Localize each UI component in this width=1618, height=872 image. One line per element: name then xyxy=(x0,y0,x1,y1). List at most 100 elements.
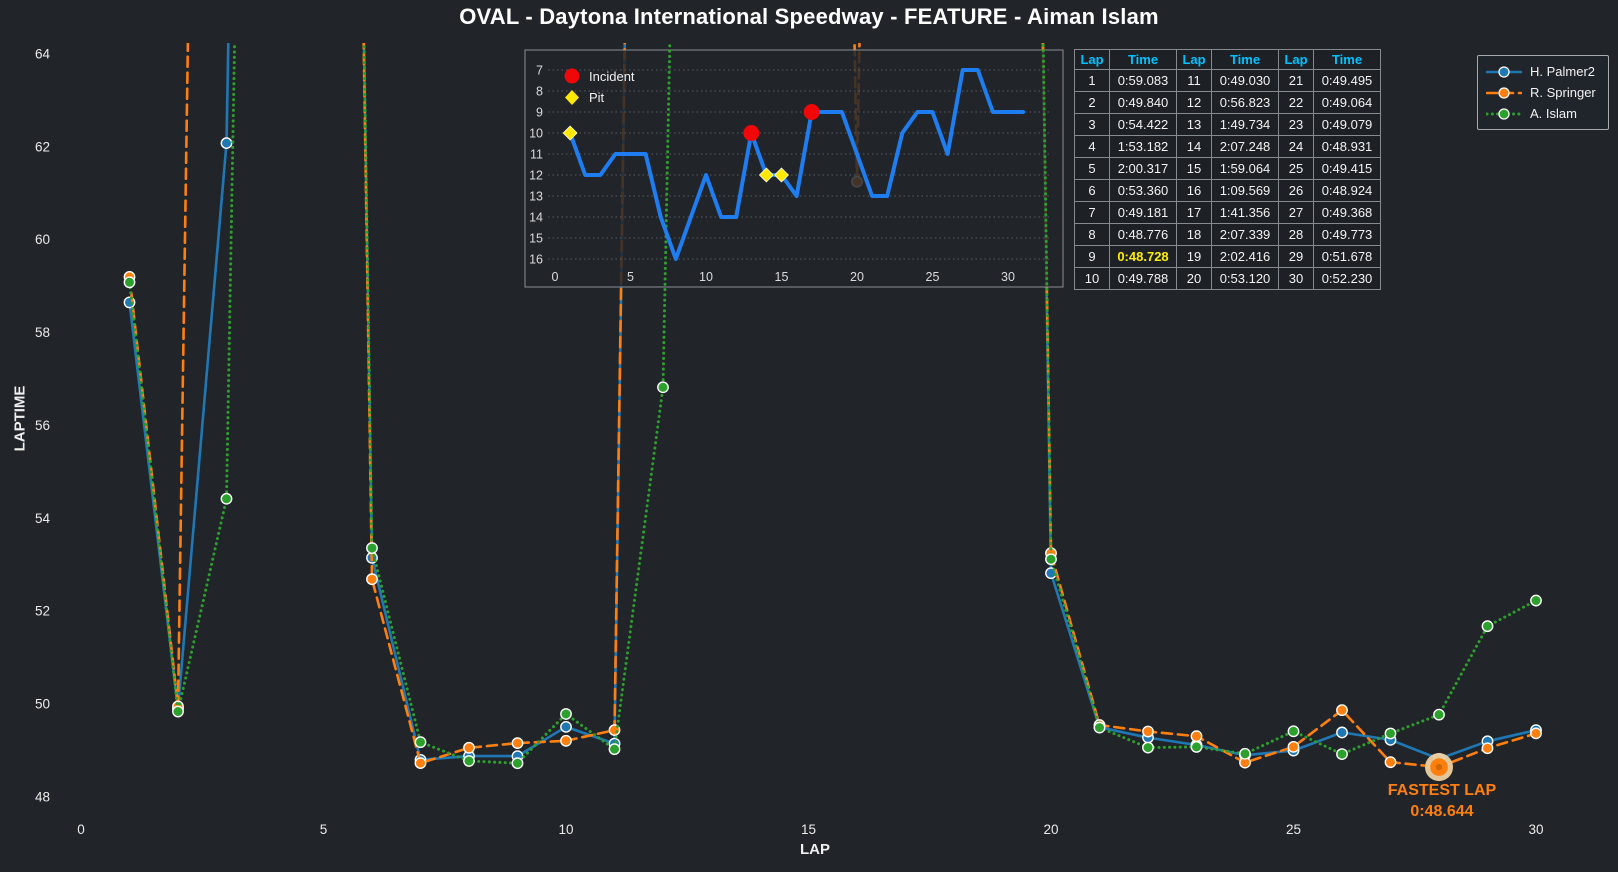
lap-time-cell: 2:07.248 xyxy=(1211,135,1279,158)
lap-time-cell: 1:41.356 xyxy=(1211,201,1279,224)
data-point xyxy=(1481,620,1494,633)
lap-number-cell: 3 xyxy=(1074,113,1110,136)
lap-time-cell: 2:07.339 xyxy=(1211,223,1279,246)
lap-time-cell: 0:48.924 xyxy=(1313,179,1381,202)
table-row: 9 0:48.728 19 2:02.416 29 0:51.678 xyxy=(1074,245,1381,268)
fastest-lap-label: FASTEST LAP xyxy=(1387,782,1497,799)
inset-y-tick: 12 xyxy=(529,169,543,183)
data-point xyxy=(220,492,233,505)
table-row: 8 0:48.776 18 2:07.339 28 0:49.773 xyxy=(1074,223,1381,246)
data-point xyxy=(1481,742,1494,755)
data-point xyxy=(1190,740,1203,753)
fastest-lap-value: 0:48.644 xyxy=(1410,802,1474,820)
lap-number-cell: 27 xyxy=(1278,201,1314,224)
lap-time-cell: 0:53.360 xyxy=(1109,179,1177,202)
table-header-cell: Time xyxy=(1109,49,1177,70)
inset-x-tick: 5 xyxy=(627,270,634,284)
lap-number-cell: 24 xyxy=(1278,135,1314,158)
y-tick-label: 50 xyxy=(35,697,50,712)
data-point xyxy=(1287,740,1300,753)
inset-x-tick: 0 xyxy=(552,270,559,284)
data-point xyxy=(1239,747,1251,760)
lap-number-cell: 22 xyxy=(1278,91,1314,114)
y-tick-label: 62 xyxy=(35,139,50,154)
data-point xyxy=(657,381,669,394)
pit-marker xyxy=(758,167,774,183)
lap-number-cell: 10 xyxy=(1074,267,1110,290)
pit-legend-icon xyxy=(565,90,579,105)
lap-time-cell: 0:59.083 xyxy=(1109,69,1177,92)
fastest-lap-annotation: FASTEST LAP 0:48.644 xyxy=(1332,781,1552,823)
data-point xyxy=(366,542,378,554)
data-point xyxy=(1336,704,1348,717)
lap-time-cell: 0:49.788 xyxy=(1109,267,1177,290)
data-point xyxy=(511,737,524,750)
table-row: 3 0:54.422 13 1:49.734 23 0:49.079 xyxy=(1074,113,1381,136)
x-tick-label: 0 xyxy=(77,822,85,837)
legend-label: H. Palmer2 xyxy=(1530,64,1596,79)
y-axis-label: LAPTIME xyxy=(11,385,29,452)
lap-time-cell: 2:02.416 xyxy=(1211,245,1279,268)
data-point xyxy=(1336,748,1348,760)
lap-number-cell: 4 xyxy=(1074,135,1110,158)
data-point xyxy=(608,743,621,756)
data-point xyxy=(1190,730,1203,743)
data-point xyxy=(366,573,378,586)
lap-time-cell: 0:49.064 xyxy=(1313,91,1381,114)
table-header-cell: Time xyxy=(1211,49,1279,70)
data-point xyxy=(220,137,233,150)
lap-number-cell: 21 xyxy=(1278,69,1314,92)
data-point xyxy=(463,741,475,754)
table-row: 7 0:49.181 17 1:41.356 27 0:49.368 xyxy=(1074,201,1381,224)
x-tick-label: 30 xyxy=(1528,822,1543,837)
legend-line-sample xyxy=(1486,86,1522,99)
legend-item-a-islam: A. Islam xyxy=(1486,103,1600,124)
x-axis-label: LAP xyxy=(800,841,830,858)
legend-label: A. Islam xyxy=(1530,106,1577,121)
lap-number-cell: 13 xyxy=(1176,113,1212,136)
y-tick-label: 56 xyxy=(35,418,50,433)
legend-item-r-springer: R. Springer xyxy=(1486,82,1600,103)
incident-legend-icon xyxy=(564,68,580,84)
lap-time-cell: 0:49.495 xyxy=(1313,69,1381,92)
data-point xyxy=(123,276,136,289)
series-line xyxy=(128,43,1538,762)
pit-marker xyxy=(774,167,789,183)
data-point xyxy=(1287,725,1300,738)
lap-number-cell: 25 xyxy=(1278,157,1314,180)
lap-number-cell: 29 xyxy=(1278,245,1314,268)
data-point xyxy=(1142,741,1154,754)
data-point xyxy=(560,734,572,747)
lap-time-cell: 1:59.064 xyxy=(1211,157,1279,180)
lap-number-cell: 5 xyxy=(1074,157,1110,180)
lap-time-cell: 0:54.422 xyxy=(1109,113,1177,136)
lap-number-cell: 14 xyxy=(1176,135,1212,158)
lap-number-cell: 19 xyxy=(1176,245,1212,268)
pit-legend-label: Pit xyxy=(589,90,605,105)
lap-time-cell: 0:48.931 xyxy=(1313,135,1381,158)
incident-marker xyxy=(803,104,820,120)
lap-number-cell: 1 xyxy=(1074,69,1110,92)
inset-y-tick: 13 xyxy=(529,190,543,204)
lap-number-cell: 23 xyxy=(1278,113,1314,136)
data-point xyxy=(463,755,475,767)
lap-number-cell: 9 xyxy=(1074,245,1110,268)
table-header-cell: Time xyxy=(1313,49,1381,70)
table-header-row: Lap Time Lap Time Lap Time xyxy=(1074,49,1381,70)
inset-x-tick: 25 xyxy=(926,270,940,284)
x-tick-label: 15 xyxy=(801,822,816,837)
table-row: 1 0:59.083 11 0:49.030 21 0:49.495 xyxy=(1074,69,1381,92)
data-point xyxy=(560,708,572,720)
lap-time-cell: 0:49.368 xyxy=(1313,201,1381,224)
lap-number-cell: 20 xyxy=(1176,267,1212,290)
lap-number-cell: 11 xyxy=(1176,69,1212,92)
lap-time-cell: 2:00.317 xyxy=(1109,157,1177,180)
inset-chart: 7 8 9 10 11 12 13 14 15 16 0 5 10 15 20 25 30 Incident Pit xyxy=(529,64,1050,284)
inset-x-tick: 20 xyxy=(850,270,864,284)
data-point xyxy=(560,720,572,733)
lap-time-cell: 0:49.181 xyxy=(1109,201,1177,224)
inset-y-tick: 10 xyxy=(529,127,543,141)
inset-y-tick: 14 xyxy=(529,211,543,225)
y-tick-label: 48 xyxy=(35,790,50,805)
table-row: 10 0:49.788 20 0:53.120 30 0:52.230 xyxy=(1074,267,1381,290)
